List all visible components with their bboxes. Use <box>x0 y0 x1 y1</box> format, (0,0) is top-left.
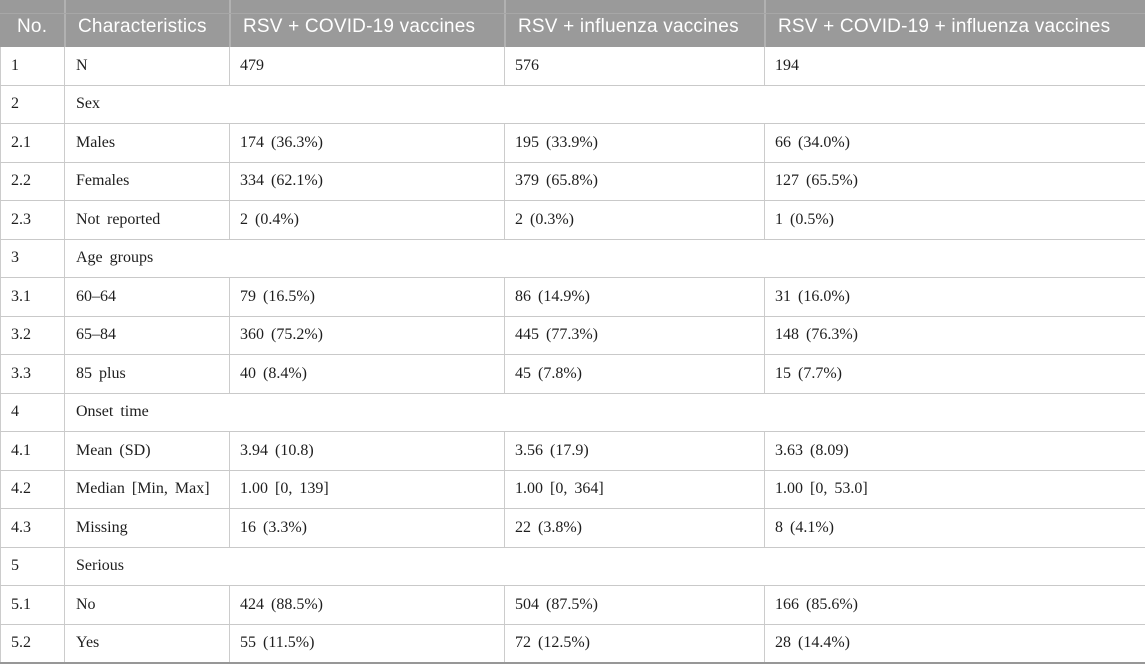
cell-no: 2.1 <box>0 124 64 162</box>
cell-characteristic: 85 plus <box>64 355 229 393</box>
cell-characteristic: Not reported <box>64 201 229 239</box>
table-section-row: 5 Serious <box>0 547 1145 586</box>
cell-characteristic: Females <box>64 162 229 200</box>
table-row: 5.1 No 424 (88.5%) 504 (87.5%) 166 (85.6… <box>0 586 1145 625</box>
cell-characteristic: 60–64 <box>64 278 229 316</box>
cell-rsv-covid-influenza: 148 (76.3%) <box>764 316 1145 354</box>
cell-rsv-covid: 360 (75.2%) <box>229 316 504 354</box>
cell-rsv-influenza: 2 (0.3%) <box>504 201 764 239</box>
cell-no: 2 <box>0 85 64 123</box>
cell-no: 1 <box>0 47 64 85</box>
cell-rsv-covid-influenza: 194 <box>764 47 1145 85</box>
cell-rsv-influenza: 1.00 [0, 364] <box>504 470 764 508</box>
cell-rsv-covid-influenza: 166 (85.6%) <box>764 586 1145 624</box>
cell-rsv-covid-influenza: 8 (4.1%) <box>764 509 1145 547</box>
cell-no: 4 <box>0 393 64 431</box>
cell-rsv-influenza: 3.56 (17.9) <box>504 432 764 470</box>
cell-characteristic: Median [Min, Max] <box>64 470 229 508</box>
cell-no: 3.1 <box>0 278 64 316</box>
cell-rsv-influenza: 379 (65.8%) <box>504 162 764 200</box>
cell-rsv-covid: 334 (62.1%) <box>229 162 504 200</box>
cell-no: 3.2 <box>0 316 64 354</box>
cell-rsv-covid-influenza: 28 (14.4%) <box>764 624 1145 662</box>
cell-rsv-covid-influenza: 3.63 (8.09) <box>764 432 1145 470</box>
cell-rsv-influenza: 22 (3.8%) <box>504 509 764 547</box>
cell-rsv-covid-influenza: 31 (16.0%) <box>764 278 1145 316</box>
column-header-rsv-covid-influenza: RSV + COVID-19 + influenza vaccines <box>764 0 1145 47</box>
table-row: 2.1 Males 174 (36.3%) 195 (33.9%) 66 (34… <box>0 124 1145 163</box>
column-header-characteristics: Characteristics <box>64 0 229 47</box>
table-row: 2.3 Not reported 2 (0.4%) 2 (0.3%) 1 (0.… <box>0 201 1145 240</box>
cell-rsv-covid-influenza: 15 (7.7%) <box>764 355 1145 393</box>
cell-rsv-covid: 479 <box>229 47 504 85</box>
table-row: 1 N 479 576 194 <box>0 47 1145 86</box>
cell-rsv-covid: 16 (3.3%) <box>229 509 504 547</box>
table-row: 3.1 60–64 79 (16.5%) 86 (14.9%) 31 (16.0… <box>0 278 1145 317</box>
cell-rsv-influenza: 576 <box>504 47 764 85</box>
cell-section-label: Serious <box>64 547 1145 585</box>
table-row: 2.2 Females 334 (62.1%) 379 (65.8%) 127 … <box>0 162 1145 201</box>
cell-no: 5 <box>0 547 64 585</box>
cell-section-label: Sex <box>64 85 1145 123</box>
cell-no: 5.1 <box>0 586 64 624</box>
cell-rsv-covid: 424 (88.5%) <box>229 586 504 624</box>
table-row: 4.1 Mean (SD) 3.94 (10.8) 3.56 (17.9) 3.… <box>0 432 1145 471</box>
column-header-no: No. <box>17 16 48 37</box>
table-body: 1 N 479 576 194 2 Sex 2.1 Males 174 (36.… <box>0 47 1145 664</box>
cell-no: 2.2 <box>0 162 64 200</box>
table-row: 3.3 85 plus 40 (8.4%) 45 (7.8%) 15 (7.7%… <box>0 355 1145 394</box>
cell-rsv-covid: 1.00 [0, 139] <box>229 470 504 508</box>
table-section-row: 2 Sex <box>0 85 1145 124</box>
cell-rsv-covid-influenza: 1 (0.5%) <box>764 201 1145 239</box>
cell-section-label: Age groups <box>64 239 1145 277</box>
table-section-row: 3 Age groups <box>0 239 1145 278</box>
cell-characteristic: No <box>64 586 229 624</box>
column-header-rsv-influenza: RSV + influenza vaccines <box>504 0 764 47</box>
cell-rsv-covid: 40 (8.4%) <box>229 355 504 393</box>
column-header-rsv-covid: RSV + COVID-19 vaccines <box>229 0 504 47</box>
table-row: 3.2 65–84 360 (75.2%) 445 (77.3%) 148 (7… <box>0 316 1145 355</box>
cell-rsv-covid: 3.94 (10.8) <box>229 432 504 470</box>
cell-section-label: Onset time <box>64 393 1145 431</box>
cell-no: 4.3 <box>0 509 64 547</box>
cell-rsv-covid-influenza: 127 (65.5%) <box>764 162 1145 200</box>
cell-rsv-covid: 174 (36.3%) <box>229 124 504 162</box>
table-header-row: No. Characteristics RSV + COVID-19 vacci… <box>0 0 1145 47</box>
table-row: 4.3 Missing 16 (3.3%) 22 (3.8%) 8 (4.1%) <box>0 509 1145 548</box>
cell-rsv-covid: 79 (16.5%) <box>229 278 504 316</box>
cell-rsv-covid-influenza: 66 (34.0%) <box>764 124 1145 162</box>
cell-characteristic: Males <box>64 124 229 162</box>
cell-rsv-covid-influenza: 1.00 [0, 53.0] <box>764 470 1145 508</box>
cell-no: 3 <box>0 239 64 277</box>
cell-rsv-covid: 2 (0.4%) <box>229 201 504 239</box>
cell-rsv-influenza: 45 (7.8%) <box>504 355 764 393</box>
cell-characteristic: Missing <box>64 509 229 547</box>
cell-characteristic: 65–84 <box>64 316 229 354</box>
cell-rsv-influenza: 72 (12.5%) <box>504 624 764 662</box>
cell-no: 3.3 <box>0 355 64 393</box>
cell-no: 4.2 <box>0 470 64 508</box>
cell-rsv-influenza: 504 (87.5%) <box>504 586 764 624</box>
cell-no: 4.1 <box>0 432 64 470</box>
cell-rsv-influenza: 445 (77.3%) <box>504 316 764 354</box>
cell-no: 2.3 <box>0 201 64 239</box>
table-row: 5.2 Yes 55 (11.5%) 72 (12.5%) 28 (14.4%) <box>0 624 1145 664</box>
cell-rsv-influenza: 86 (14.9%) <box>504 278 764 316</box>
cell-rsv-influenza: 195 (33.9%) <box>504 124 764 162</box>
cell-no: 5.2 <box>0 624 64 662</box>
cell-rsv-covid: 55 (11.5%) <box>229 624 504 662</box>
cell-characteristic: Yes <box>64 624 229 662</box>
table-section-row: 4 Onset time <box>0 393 1145 432</box>
table-row: 4.2 Median [Min, Max] 1.00 [0, 139] 1.00… <box>0 470 1145 509</box>
cell-characteristic: Mean (SD) <box>64 432 229 470</box>
cell-characteristic: N <box>64 47 229 85</box>
